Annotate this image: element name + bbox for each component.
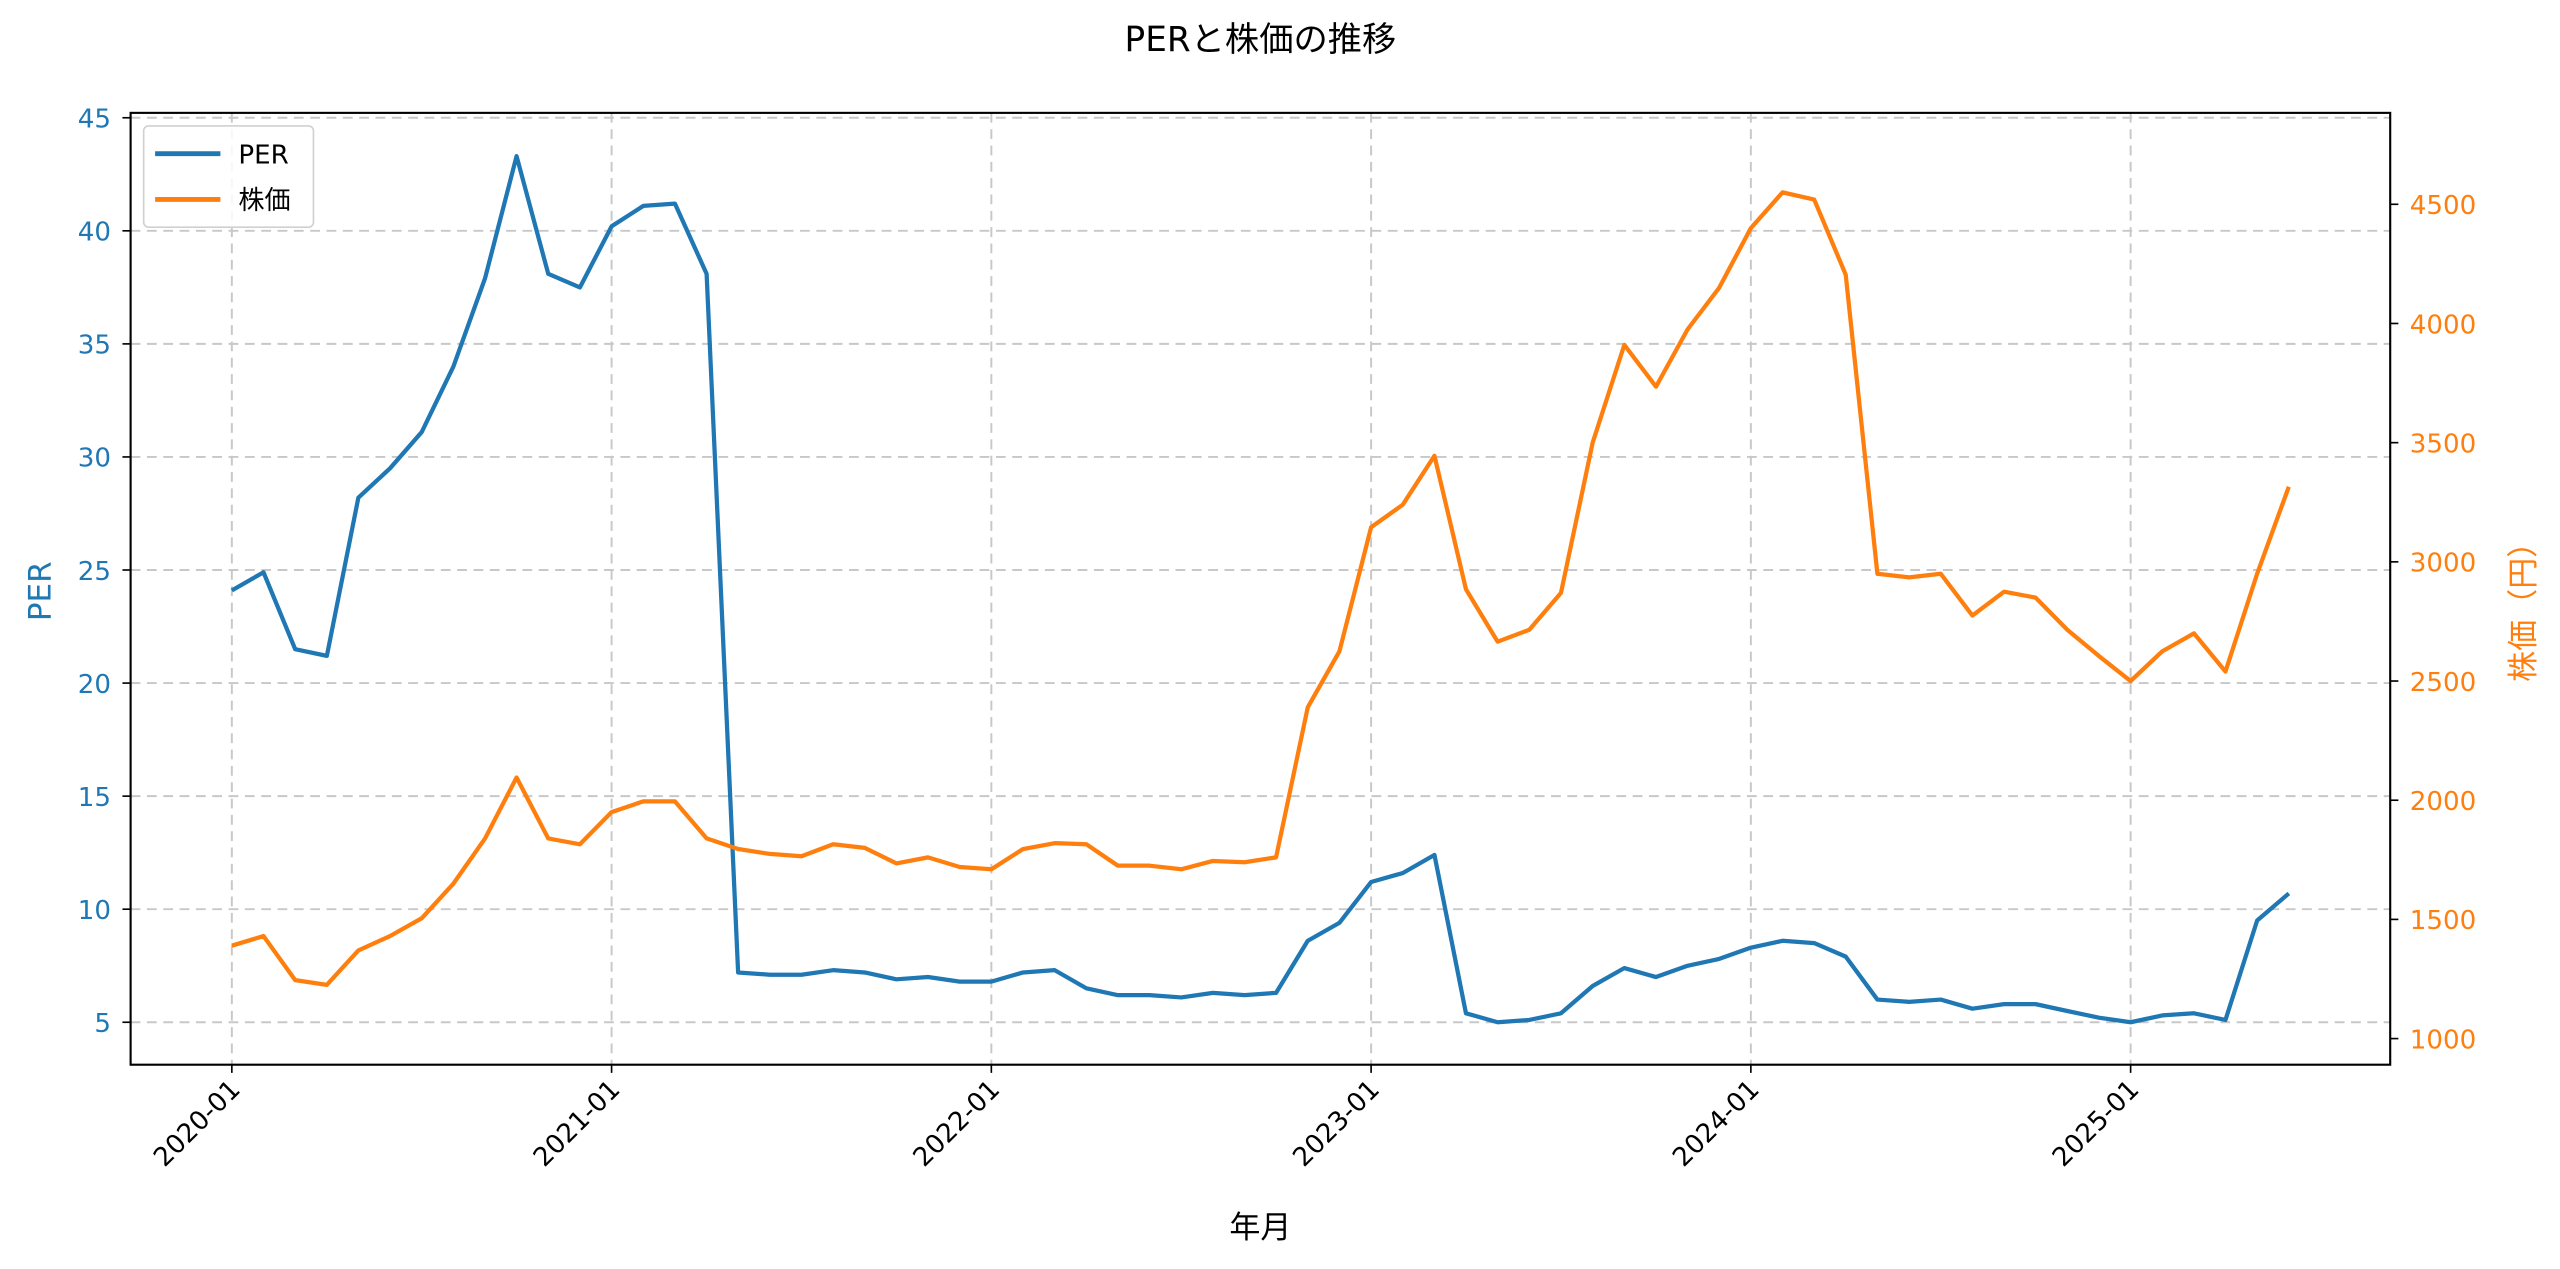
y-tick-label: 35 [78, 331, 111, 361]
y-right-tick-label: 2500 [2410, 668, 2476, 698]
x-tick-label: 2025-01 [2047, 1075, 2145, 1173]
legend: PER 株価 [142, 125, 315, 228]
y-right-tick-label: 4500 [2410, 191, 2476, 221]
y-right-tick-label: 3000 [2410, 549, 2476, 579]
y-axis-left: 5 10 15 20 25 30 35 40 45 [78, 105, 131, 1039]
y-tick-label: 45 [78, 105, 111, 135]
plot-lines [230, 154, 2291, 1025]
x-axis-label: 年月 [1229, 1210, 1291, 1246]
x-tick-label: 2020-01 [148, 1075, 246, 1173]
x-tick-label: 2023-01 [1287, 1075, 1385, 1173]
y-tick-label: 40 [78, 218, 111, 248]
legend-label-per: PER [238, 140, 288, 170]
y-right-tick-label: 3500 [2410, 429, 2476, 459]
y-tick-label: 20 [78, 670, 111, 700]
x-axis: 2020-01 2021-01 2022-01 2023-01 2024-01 2025-… [148, 1064, 2145, 1173]
y-tick-label: 30 [78, 444, 111, 474]
y-tick-label: 25 [78, 557, 111, 587]
y-tick-label: 15 [78, 783, 111, 813]
y-tick-label: 5 [94, 1009, 111, 1039]
gridlines [130, 112, 2391, 1065]
y-right-tick-label: 1500 [2410, 906, 2476, 936]
y-axis-right-label: 株価（円） [2506, 527, 2542, 682]
y-right-tick-label: 2000 [2410, 787, 2476, 817]
y-axis-right: 1000 1500 2000 2500 3000 3500 4000 4500 [2390, 191, 2476, 1055]
price-line [231, 190, 2291, 987]
x-tick-label: 2024-01 [1667, 1075, 1765, 1173]
x-tick-label: 2022-01 [908, 1075, 1006, 1173]
y-axis-left-label: PER [23, 561, 59, 621]
chart-title: PERと株価の推移 [1125, 20, 1397, 60]
y-right-tick-label: 4000 [2410, 310, 2476, 340]
legend-label-price: 株価 [238, 186, 290, 216]
per-line [230, 154, 2291, 1025]
y-right-tick-label: 1000 [2410, 1025, 2476, 1055]
y-tick-label: 10 [78, 896, 111, 926]
x-tick-label: 2021-01 [528, 1075, 626, 1173]
plot-frame [129, 111, 2392, 1066]
